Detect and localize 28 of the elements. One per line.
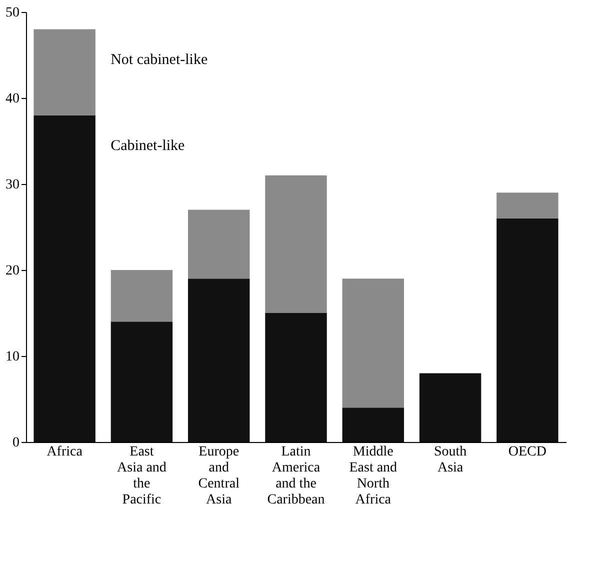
bar bbox=[419, 373, 482, 442]
y-tick-label: 0 bbox=[12, 436, 20, 450]
y-tick-label: 20 bbox=[6, 264, 20, 278]
y-tick-label: 30 bbox=[6, 178, 20, 192]
bar bbox=[265, 175, 327, 313]
series-label: Not cabinet-like bbox=[110, 52, 208, 68]
bar bbox=[110, 322, 173, 442]
bar bbox=[496, 218, 558, 442]
x-tick-label: East Asia and the Pacific bbox=[117, 444, 166, 508]
bar bbox=[188, 278, 250, 442]
bar bbox=[496, 192, 558, 218]
x-tick-label: Europe and Central Asia bbox=[198, 444, 240, 508]
y-tick-label: 50 bbox=[6, 6, 20, 20]
x-tick-label: Latin America and the Caribbean bbox=[267, 444, 325, 508]
bar bbox=[110, 270, 173, 322]
bar bbox=[342, 278, 404, 408]
bar bbox=[342, 408, 404, 442]
bar bbox=[265, 313, 327, 442]
x-tick-label: Middle East and North Africa bbox=[349, 444, 398, 508]
bar bbox=[34, 115, 96, 442]
series-label: Cabinet-like bbox=[110, 138, 186, 154]
x-tick-label: South Asia bbox=[434, 444, 467, 476]
x-tick-label: Africa bbox=[46, 444, 84, 460]
x-tick-label: OECD bbox=[508, 444, 546, 460]
y-tick-label: 10 bbox=[6, 350, 20, 364]
bar bbox=[34, 29, 96, 116]
y-tick-label: 40 bbox=[6, 92, 20, 106]
bar bbox=[188, 210, 250, 279]
